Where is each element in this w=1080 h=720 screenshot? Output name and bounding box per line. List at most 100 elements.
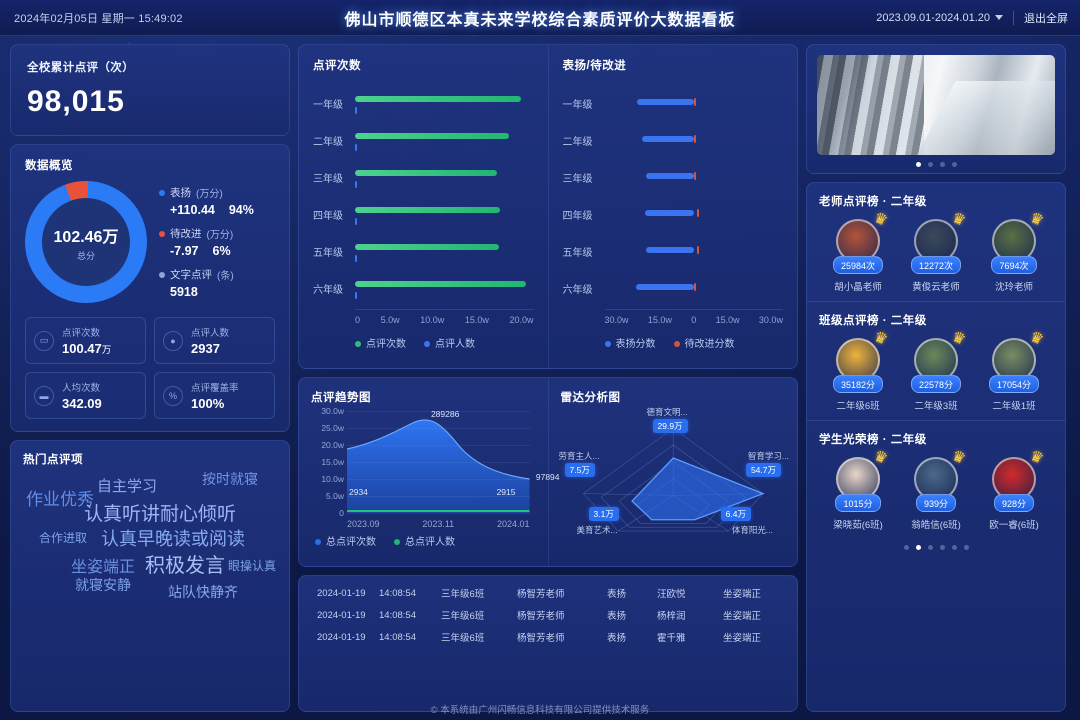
table-cell-teacher: 杨智芳老师 (517, 589, 565, 600)
radar-value-intellect: 54.7万 (745, 463, 781, 477)
avatar-wrap: ♛ (914, 209, 968, 263)
word-cloud-item[interactable]: 就寝安静 (75, 577, 131, 593)
ytick: 30.0w (321, 406, 344, 416)
bar-category-label: 四年级 (562, 211, 593, 222)
carousel-dot[interactable] (903, 545, 909, 550)
carousel-dot[interactable] (951, 545, 957, 550)
middle-column: 点评次数 一年级 二年级 三年级 四年级 五年级 六年级 0 5.0w 10.0w 15.0w 2… (298, 44, 798, 712)
class-ranking-title: 班级点评榜 · 二年级 (819, 315, 927, 327)
chevron-down-icon (995, 15, 1003, 20)
diverging-bar-row: 三年级 (563, 159, 784, 196)
word-cloud-item[interactable]: 坐姿端正 (71, 559, 136, 576)
gridline (347, 479, 530, 480)
carousel-dot[interactable] (915, 545, 921, 550)
word-cloud-item[interactable]: 按时就寝 (202, 471, 258, 487)
class-ranking-items: ♛ 35182分 二年级6班 ♛ 22578分 二年级3班 ♛ 17054分 二年级1班 (819, 328, 1053, 412)
bar-praise-score (637, 99, 694, 105)
diverging-track (605, 122, 784, 159)
avatar (914, 338, 958, 382)
trend-end-label-green: 2915 (496, 487, 516, 497)
crown-icon: ♛ (948, 209, 968, 230)
word-cloud-item[interactable]: 站队快静齐 (168, 584, 238, 600)
radar-svg (582, 427, 765, 532)
rank-item[interactable]: ♛ 12272次 黄俊云老师 (900, 209, 972, 293)
word-cloud-item[interactable]: 自主学习 (97, 478, 158, 495)
word-cloud-item[interactable]: 认真早晚读或阅读 (101, 529, 245, 549)
trend-start-label-green: 2934 (349, 487, 368, 497)
date-range-label: 2023.09.01-2024.01.20 (876, 11, 990, 24)
stat-unit-review-count: 万 (101, 345, 112, 356)
review-feed-rows: 2024-01-1914:08:54三年级6班杨智芳老师表扬汪欧悦坐姿端正+12… (307, 582, 789, 648)
rank-item[interactable]: ♛ 1015分 梁晓茹(6班) (822, 447, 894, 531)
word-cloud-item[interactable]: 眼操认真 (228, 559, 277, 573)
rank-badge: 1015分 (835, 494, 881, 512)
rank-item[interactable]: ♛ 928分 欧一睿(6班) (978, 447, 1050, 531)
rank-item[interactable]: ♛ 35182分 二年级6班 (822, 328, 894, 412)
carousel-dot[interactable] (939, 162, 945, 167)
rank-item[interactable]: ♛ 17054分 二年级1班 (978, 328, 1050, 412)
trend-yaxis: 30.0w 25.0w 20.0w 15.0w 10.0w 5.0w 0 (311, 406, 347, 529)
legend-text-reviewer-count: 点评人数 (435, 339, 475, 350)
bar-improve-score (697, 246, 700, 254)
table-cell-class: 三年级6班 (441, 589, 485, 600)
total-reviews-label: 全校累计点评（次） (27, 62, 135, 74)
bar-praise-score (645, 247, 694, 253)
table-cell-student: 霍千雅 (657, 633, 686, 644)
photo-carousel-card (806, 44, 1066, 174)
right-column: 老师点评榜 · 二年级 ♛ 25984次 胡小晶老师 ♛ 12272次 黄俊云老师 ♛ 769… (806, 44, 1066, 712)
bar-reviewer-count (355, 107, 357, 114)
teacher-ranking-items: ♛ 25984次 胡小晶老师 ♛ 12272次 黄俊云老师 ♛ 7694次 沈玲老师 (819, 209, 1053, 293)
student-ranking-dots[interactable] (807, 539, 1065, 558)
carousel-dots[interactable] (817, 162, 1055, 167)
date-range-selector[interactable]: 2023.09.01-2024.01.20 (876, 12, 1003, 24)
rank-badge: 35182分 (832, 375, 884, 393)
xtick: 15.0w (715, 315, 740, 325)
diverging-bar-row: 五年级 (563, 233, 784, 270)
crown-icon: ♛ (870, 209, 890, 230)
crown-icon: ♛ (1026, 209, 1046, 230)
word-cloud-item[interactable]: 积极发言 (145, 555, 225, 577)
rank-item[interactable]: ♛ 25984次 胡小晶老师 (822, 209, 894, 293)
legend-dot-reviewer-count (424, 341, 430, 347)
user-icon: ● (163, 330, 183, 351)
carousel-dot[interactable] (927, 545, 933, 550)
carousel-dot[interactable] (963, 545, 969, 550)
stat-label-average: 人均次数 (62, 383, 101, 394)
avatar (992, 338, 1036, 382)
diverging-track (605, 270, 784, 307)
word-cloud-item[interactable]: 合作进取 (39, 531, 88, 545)
xtick: 30.0w (604, 315, 629, 325)
bar-row: 二年级 (313, 122, 534, 159)
carousel-dot[interactable] (951, 162, 957, 167)
exit-fullscreen-button[interactable]: 退出全屏 (1024, 12, 1068, 25)
table-cell-time: 14:08:54 (379, 609, 416, 621)
crown-icon: ♛ (1026, 447, 1046, 468)
legend-dot-review-count (355, 341, 361, 347)
xtick: 0 (355, 315, 361, 325)
bar-track (355, 159, 534, 196)
rank-item[interactable]: ♛ 7694次 沈玲老师 (978, 209, 1050, 293)
word-cloud-item[interactable]: 作业优秀 (26, 490, 94, 509)
hot-review-items-title: 热门点评项 (23, 454, 83, 466)
word-cloud-item[interactable]: 认真听讲耐心倾听 (84, 504, 237, 525)
rank-badge: 939分 (915, 494, 957, 512)
rank-item[interactable]: ♛ 939分 翁皓信(6班) (900, 447, 972, 531)
ytick: 10.0w (321, 474, 344, 484)
ranking-divider-1 (807, 301, 1065, 302)
bar-row: 五年级 (313, 233, 534, 270)
carousel-dot[interactable] (915, 162, 921, 167)
rank-item[interactable]: ♛ 22578分 二年级3班 (900, 328, 972, 412)
bar-review-count (355, 170, 497, 176)
legend-item-improve: 待改进 (万分) -7.97 6% (159, 226, 275, 258)
legend-percent-praise: 94% (228, 203, 254, 217)
gridline (347, 496, 530, 497)
bar-reviewer-count (355, 144, 357, 151)
header-actions: 2023.09.01-2024.01.20 退出全屏 (876, 10, 1068, 26)
stat-label-reviewer-count: 点评人数 (191, 328, 230, 339)
carousel-dot[interactable] (939, 545, 945, 550)
bar-category-label: 一年级 (313, 100, 343, 111)
carousel-dot[interactable] (927, 162, 933, 167)
